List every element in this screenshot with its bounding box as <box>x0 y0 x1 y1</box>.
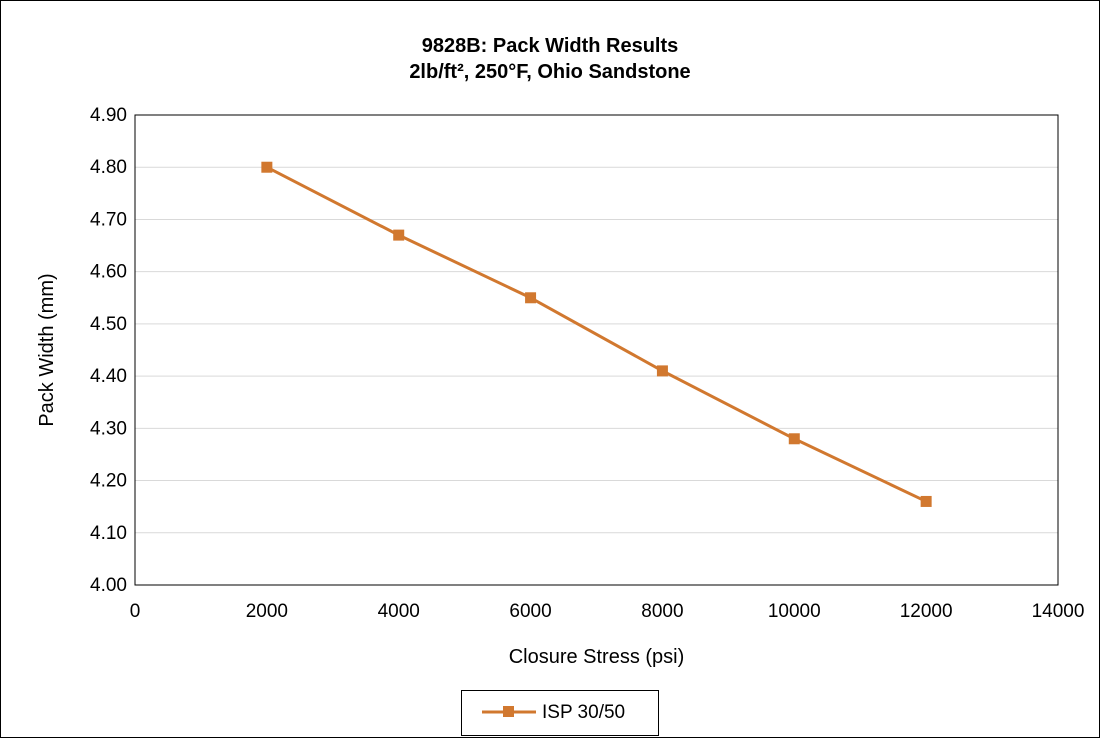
x-tick-label: 4000 <box>378 601 420 622</box>
y-tick-label: 4.80 <box>90 157 127 178</box>
data-point <box>656 365 668 377</box>
legend-marker <box>482 706 536 717</box>
data-point <box>525 292 537 304</box>
y-axis-title: Pack Width (mm) <box>36 273 58 426</box>
x-tick-label: 0 <box>130 601 141 622</box>
x-tick-label: 2000 <box>246 601 288 622</box>
y-tick-label: 4.90 <box>90 105 127 126</box>
y-tick-label: 4.00 <box>90 575 127 596</box>
y-tick-label: 4.20 <box>90 471 127 492</box>
x-tick-label: 8000 <box>641 601 683 622</box>
y-tick-label: 4.40 <box>90 366 127 387</box>
x-tick-label: 12000 <box>900 601 953 622</box>
x-tick-label: 6000 <box>509 601 551 622</box>
y-tick-label: 4.30 <box>90 418 127 439</box>
y-tick-label: 4.10 <box>90 523 127 544</box>
series-line <box>266 165 927 503</box>
chart-title-block: 9828B: Pack Width Results 2lb/ft², 250°F… <box>1 33 1099 85</box>
x-tick-label: 14000 <box>1032 601 1085 622</box>
chart-subtitle: 2lb/ft², 250°F, Ohio Sandstone <box>409 61 691 83</box>
chart-legend: ISP 30/50 <box>461 690 659 736</box>
x-tick-label: 10000 <box>768 601 821 622</box>
data-point <box>393 229 405 241</box>
data-point <box>261 161 273 173</box>
chart-title: 9828B: Pack Width Results <box>421 35 679 57</box>
plot-area-border <box>134 114 1059 586</box>
data-point <box>920 495 932 507</box>
y-tick-label: 4.50 <box>90 314 127 335</box>
y-tick-label: 4.60 <box>90 262 127 283</box>
data-point <box>788 433 800 445</box>
legend-label: ISP 30/50 <box>542 702 626 723</box>
x-axis-title: Closure Stress (psi) <box>509 646 685 668</box>
y-tick-label: 4.70 <box>90 209 127 230</box>
